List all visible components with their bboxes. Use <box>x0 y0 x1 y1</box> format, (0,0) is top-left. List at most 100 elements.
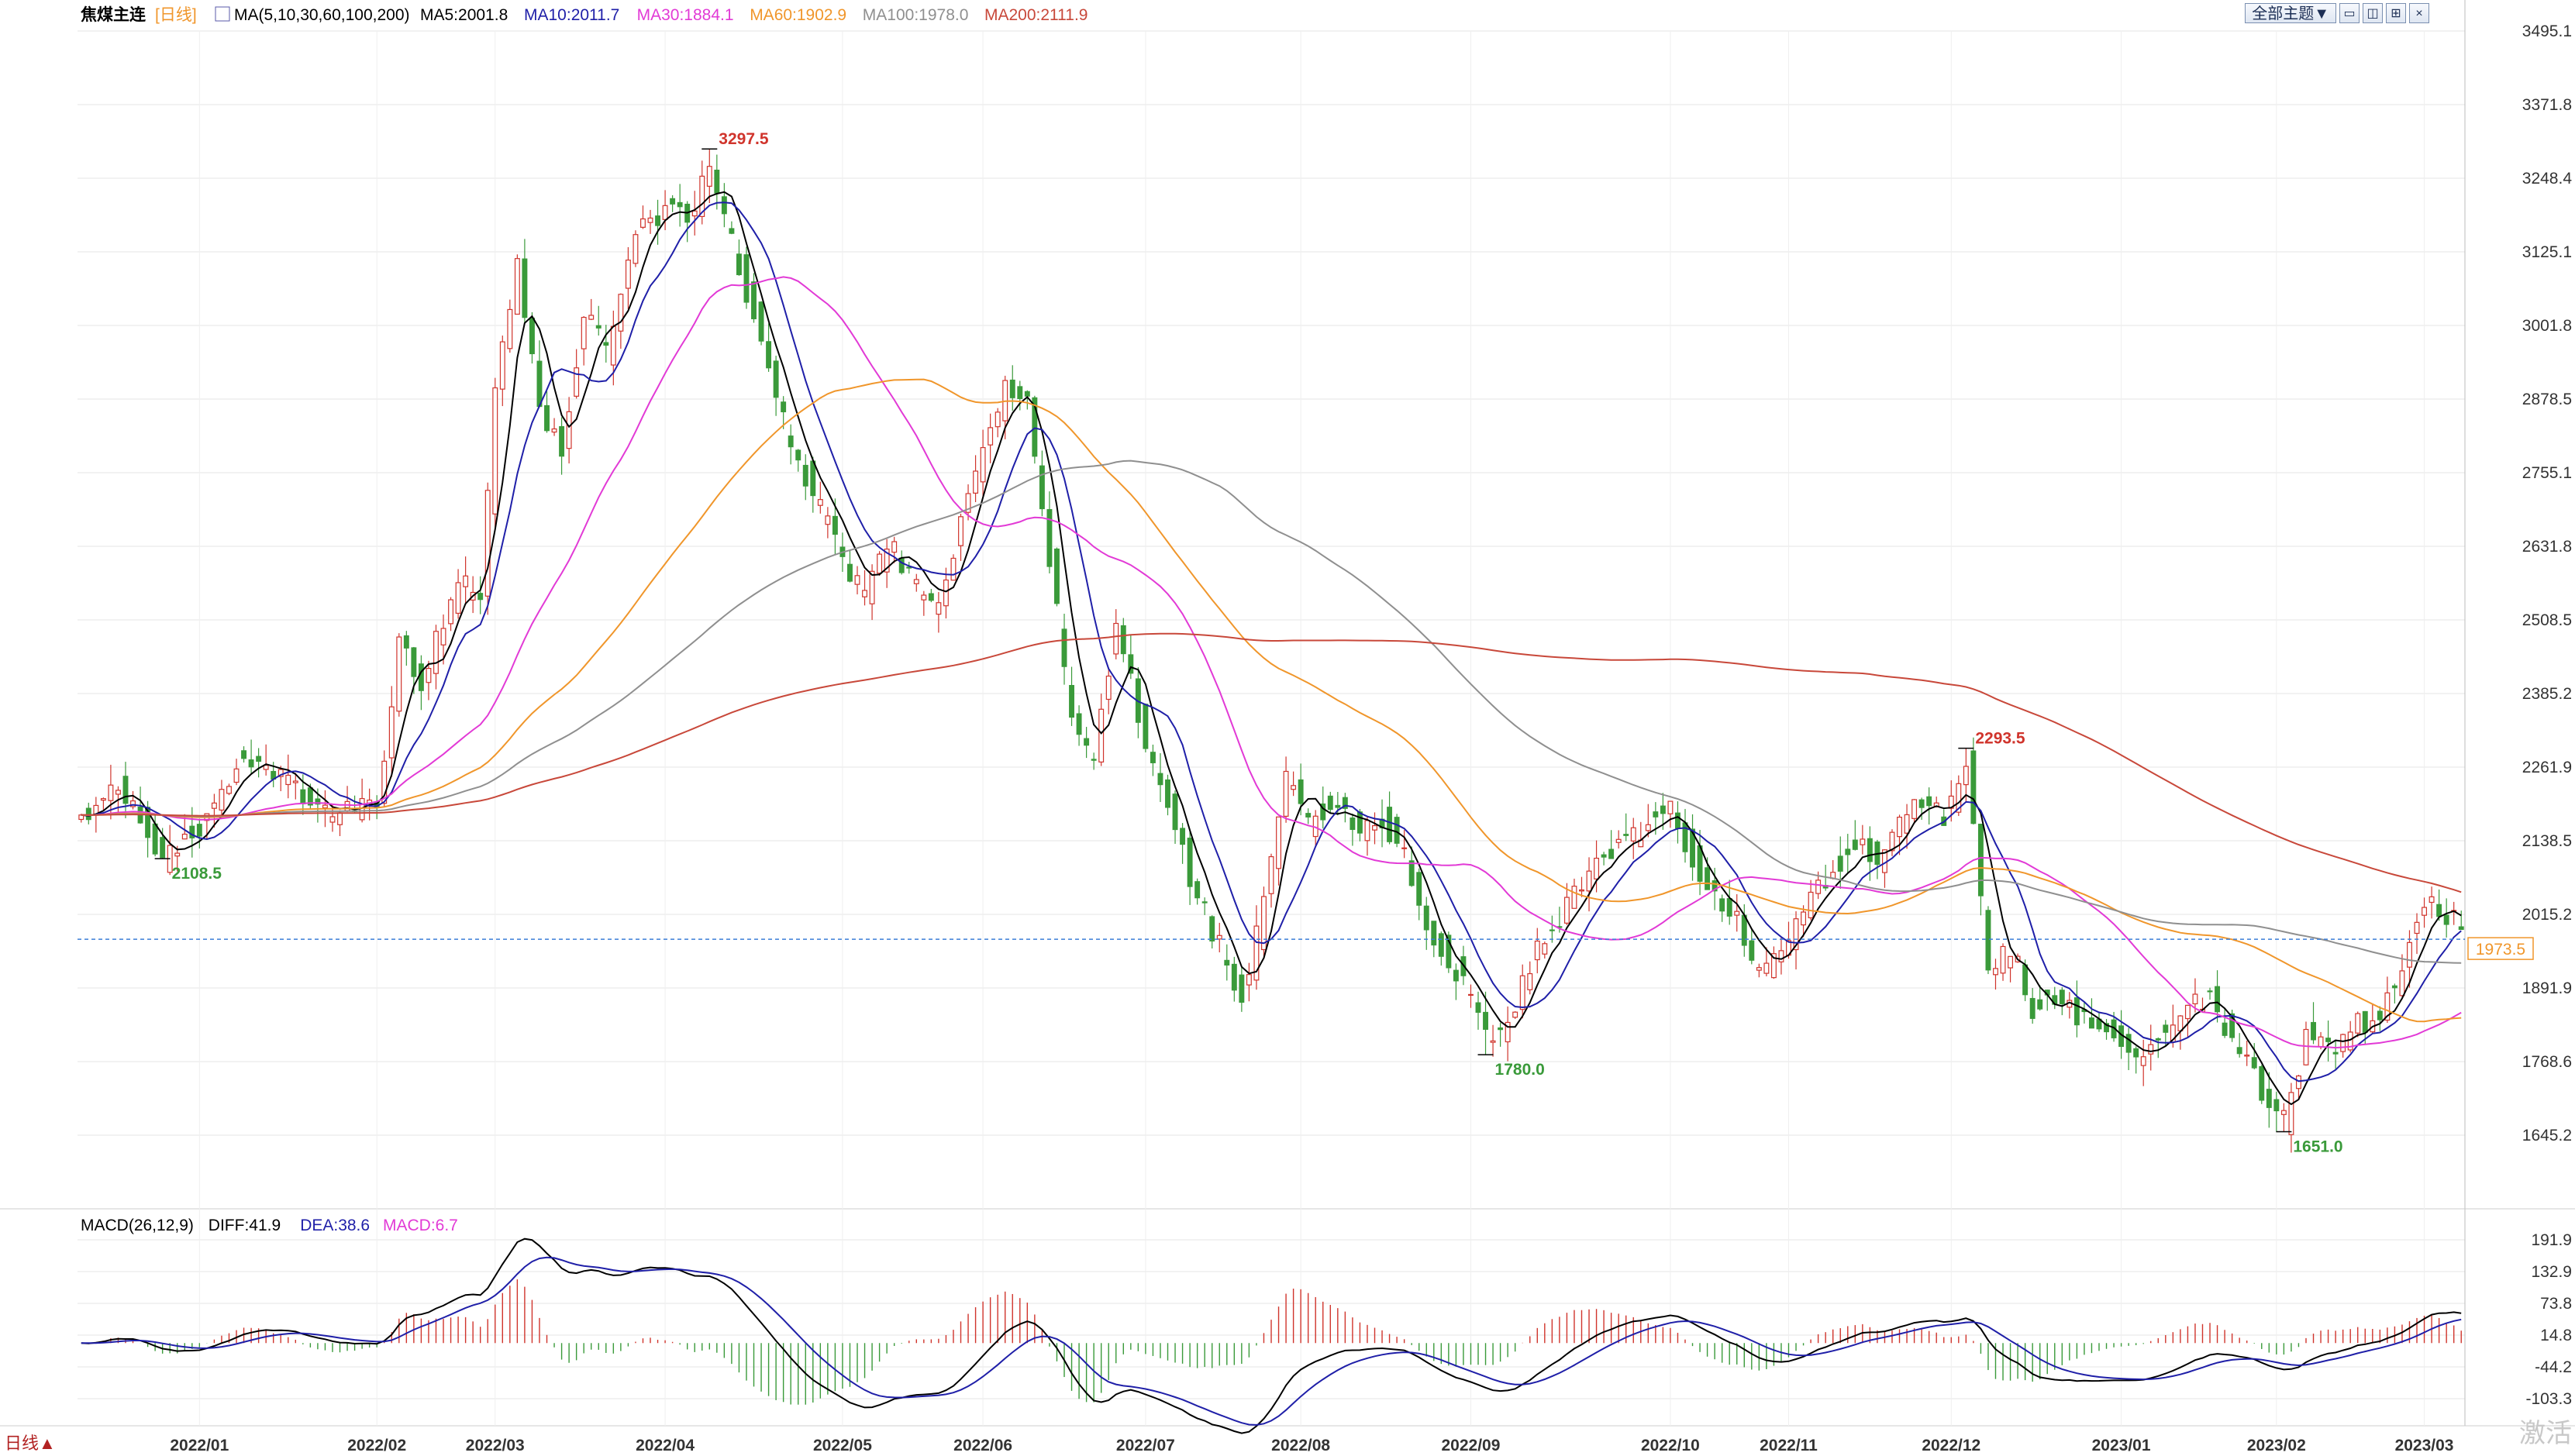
candle-down <box>1187 838 1193 887</box>
candle-down <box>1061 628 1067 667</box>
candle-up <box>1261 896 1267 951</box>
candle-up <box>884 549 890 573</box>
close-icon[interactable]: × <box>2409 3 2429 23</box>
candle-down <box>1039 465 1045 510</box>
candle-down <box>1438 933 1444 957</box>
candle-up <box>226 786 232 794</box>
candle-down <box>1845 848 1851 855</box>
y-tick-label: 3248.4 <box>2522 170 2573 188</box>
chart-toolbar: 全部主题▼ ▭ ◫ ⊞ × <box>2245 3 2429 23</box>
layout-single-icon[interactable]: ▭ <box>2339 3 2360 23</box>
candle-down <box>1172 793 1178 831</box>
candle-down <box>1239 974 1245 1003</box>
candle-down <box>1143 704 1149 749</box>
candle-up <box>2414 921 2420 935</box>
candle-up <box>958 516 963 546</box>
candle-down <box>2215 986 2221 1013</box>
candle-down <box>2088 1017 2094 1029</box>
x-tick-label: 2023/02 <box>2247 1437 2306 1454</box>
candle-down <box>795 449 801 461</box>
candle-up <box>108 784 114 801</box>
candle-down <box>1327 795 1333 811</box>
candle-up <box>980 447 986 483</box>
candle-down <box>1749 940 1755 961</box>
macd-value-label: MACD:6.7 <box>383 1217 458 1234</box>
candle-up <box>988 427 994 446</box>
period-badge[interactable]: 日线▲ <box>0 1428 60 1456</box>
macd-y-tick-label: -103.3 <box>2525 1390 2572 1408</box>
candle-up <box>115 790 121 795</box>
candle-down <box>2311 1021 2316 1041</box>
candle-down <box>906 566 912 569</box>
candle-up <box>1571 886 1577 909</box>
candle-up <box>514 258 520 315</box>
extreme-label: 1780.0 <box>1495 1061 1545 1079</box>
candle-down <box>1046 509 1053 567</box>
candle-up <box>1763 962 1770 974</box>
extreme-label: 1651.0 <box>2293 1138 2342 1156</box>
candle-down <box>1423 905 1429 931</box>
candle-up <box>1770 953 1777 979</box>
x-tick-label: 2022/07 <box>1116 1437 1175 1454</box>
theme-dropdown[interactable]: 全部主题▼ <box>2245 3 2336 23</box>
x-tick-label: 2022/06 <box>953 1437 1012 1454</box>
candle-down <box>1483 1011 1488 1030</box>
candle-down <box>1623 834 1629 836</box>
candle-up <box>492 387 498 515</box>
candle-down <box>2104 1023 2109 1033</box>
candle-down <box>1416 872 1422 906</box>
candle-up <box>1801 911 1807 926</box>
layout-grid-icon[interactable]: ⊞ <box>2386 3 2406 23</box>
candle-up <box>699 175 705 218</box>
candle-down <box>1394 817 1400 844</box>
candle-up <box>1253 925 1260 981</box>
candle-up <box>1534 940 1540 961</box>
candle-up <box>1490 1040 1496 1043</box>
candle-down <box>1224 959 1230 966</box>
y-tick-label: 2755.1 <box>2522 464 2572 482</box>
candle-down <box>1120 625 1126 655</box>
candle-down <box>122 776 129 804</box>
candle-up <box>2399 970 2405 996</box>
candle-up <box>973 470 979 494</box>
candle-down <box>1032 397 1038 457</box>
candle-up <box>2407 941 2412 968</box>
candle-up <box>1542 943 1548 955</box>
candle-down <box>256 756 262 762</box>
candle-down <box>1209 916 1215 941</box>
candle-down <box>1305 813 1312 817</box>
candle-down <box>2377 1010 2383 1021</box>
candle-up <box>640 218 646 228</box>
candle-up <box>211 802 217 809</box>
macd-y-tick-label: 14.8 <box>2540 1327 2572 1344</box>
candle-up <box>433 631 439 674</box>
candle-down <box>559 425 565 457</box>
candle-down <box>1084 738 1090 746</box>
ma-value-label: MA10:2011.7 <box>524 6 619 24</box>
candle-up <box>100 798 106 801</box>
candle-down <box>758 301 764 342</box>
candle-down <box>477 593 484 601</box>
y-tick-label: 2508.5 <box>2522 611 2572 629</box>
candle-down <box>2059 990 2065 1004</box>
ma-value-label: MA200:2111.9 <box>984 6 1088 24</box>
candle-down <box>1408 860 1415 886</box>
x-tick-label: 2022/11 <box>1760 1437 1818 1454</box>
candle-down <box>2332 1052 2339 1055</box>
candle-down <box>1342 797 1348 809</box>
candle-up <box>817 499 823 506</box>
candle-down <box>248 759 254 768</box>
layout-split-icon[interactable]: ◫ <box>2363 3 2383 23</box>
candle-down <box>928 593 934 601</box>
candle-down <box>418 663 424 691</box>
candle-up <box>1364 820 1370 842</box>
candle-up <box>381 760 388 804</box>
candle-up <box>1291 785 1297 790</box>
y-tick-label: 1891.9 <box>2522 979 2572 997</box>
candle-down <box>736 253 742 276</box>
candle-up <box>2384 992 2391 1021</box>
candle-up <box>1630 827 1636 842</box>
candle-down <box>1446 935 1452 969</box>
candle-up <box>507 308 513 349</box>
